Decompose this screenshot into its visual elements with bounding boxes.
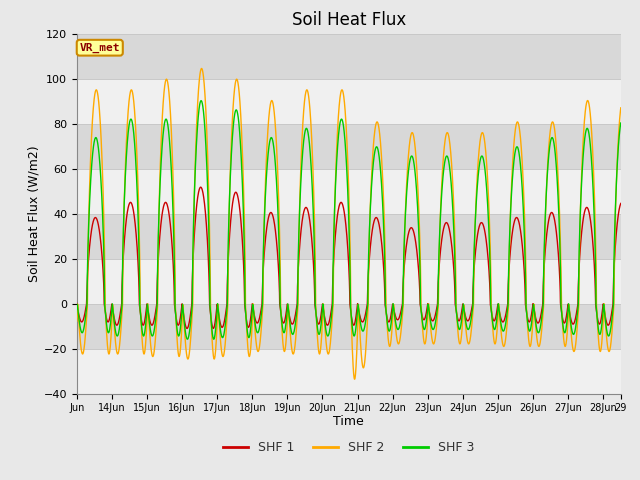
X-axis label: Time: Time [333,415,364,428]
Bar [77,168,621,214]
Y-axis label: Soil Heat Flux (W/m2): Soil Heat Flux (W/m2) [28,145,41,282]
Legend: SHF 1, SHF 2, SHF 3: SHF 1, SHF 2, SHF 3 [218,436,479,459]
Bar [77,34,621,79]
Bar [77,303,621,348]
Title: Soil Heat Flux: Soil Heat Flux [292,11,406,29]
Bar [77,79,621,123]
Bar [77,259,621,303]
Bar [77,214,621,259]
Bar [77,123,621,168]
Text: VR_met: VR_met [79,43,120,53]
Bar [77,348,621,394]
